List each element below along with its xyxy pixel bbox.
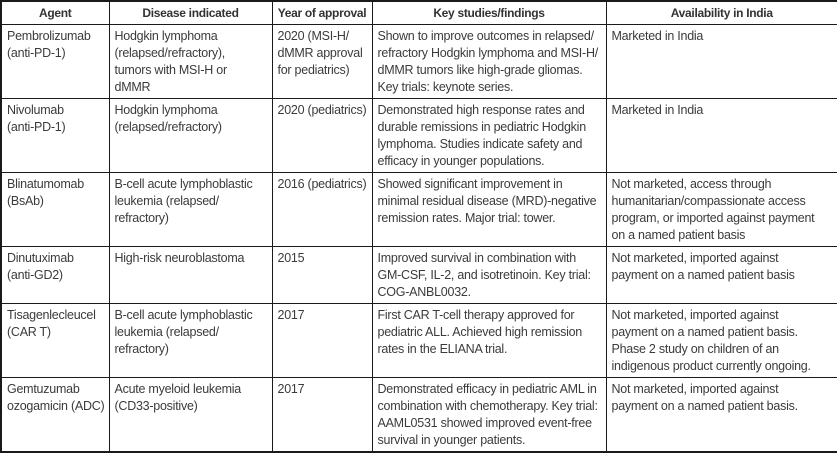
cell-year-of-approval: 2020 (pediatrics): [271, 98, 373, 173]
cell-availability-in-india: Not marketed, imported against payment o…: [605, 377, 837, 453]
cell-key-studies-findings: First CAR T-cell therapy approved for pe…: [371, 303, 607, 378]
cell-agent: Dinutuximab (anti-GD2): [0, 246, 110, 304]
table-row: Dinutuximab (anti-GD2) High-risk neurobla…: [0, 246, 837, 304]
table-body: Pembrolizumab (anti-PD-1) Hodgkin lymphom…: [0, 24, 837, 453]
cell-availability-in-india: Not marketed, access through humanitaria…: [605, 172, 837, 247]
cell-agent: Gemtuzumab ozogamicin (ADC): [0, 377, 110, 453]
cell-availability-in-india: Marketed in India: [605, 98, 837, 173]
cell-availability-in-india: Not marketed, imported against payment o…: [605, 303, 837, 378]
table-row: Tisagenlecleucel (CAR T) B-cell acute lym…: [0, 303, 837, 378]
table-row: Blinatumomab (BsAb) B-cell acute lymphobl…: [0, 172, 837, 247]
cell-agent: Blinatumomab (BsAb): [0, 172, 110, 247]
cell-year-of-approval: 2016 (pediatrics): [271, 172, 373, 247]
column-header-disease-indicated: Disease indicated: [108, 0, 273, 25]
cell-disease-indicated: Hodgkin lymphoma (relapsed/refractory): [108, 98, 273, 173]
cell-disease-indicated: High-risk neuroblastoma: [108, 246, 273, 304]
cell-key-studies-findings: Demonstrated efficacy in pediatric AML i…: [371, 377, 607, 453]
cell-key-studies-findings: Showed significant improvement in minima…: [371, 172, 607, 247]
column-header-key-studies-findings: Key studies/findings: [371, 0, 607, 25]
cell-disease-indicated: Hodgkin lymphoma (relapsed/refractory), …: [108, 24, 273, 99]
header-row: Agent Disease indicated Year of approval Ke…: [0, 0, 837, 25]
cell-key-studies-findings: Improved survival in combination with GM…: [371, 246, 607, 304]
cell-disease-indicated: B-cell acute lymphoblastic leukemia (rel…: [108, 303, 273, 378]
cell-agent: Tisagenlecleucel (CAR T): [0, 303, 110, 378]
column-header-availability-in-india: Availability in India: [605, 0, 837, 25]
cell-year-of-approval: 2017: [271, 377, 373, 453]
cell-disease-indicated: B-cell acute lymphoblastic leukemia (rel…: [108, 172, 273, 247]
column-header-agent: Agent: [0, 0, 110, 25]
table-row: Gemtuzumab ozogamicin (ADC) Acute myeloid…: [0, 377, 837, 453]
cell-year-of-approval: 2020 (MSI-H/ dMMR approval for pediatric…: [271, 24, 373, 99]
cell-year-of-approval: 2015: [271, 246, 373, 304]
table-row: Pembrolizumab (anti-PD-1) Hodgkin lymphom…: [0, 24, 837, 99]
cell-agent: Pembrolizumab (anti-PD-1): [0, 24, 110, 99]
cell-agent: Nivolumab (anti-PD-1): [0, 98, 110, 173]
cell-year-of-approval: 2017: [271, 303, 373, 378]
cell-availability-in-india: Not marketed, imported against payment o…: [605, 246, 837, 304]
cell-key-studies-findings: Demonstrated high response rates and dur…: [371, 98, 607, 173]
cell-availability-in-india: Marketed in India: [605, 24, 837, 99]
column-header-year-of-approval: Year of approval: [271, 0, 373, 25]
table-row: Nivolumab (anti-PD-1) Hodgkin lymphoma (r…: [0, 98, 837, 173]
cell-key-studies-findings: Shown to improve outcomes in relapsed/ r…: [371, 24, 607, 99]
